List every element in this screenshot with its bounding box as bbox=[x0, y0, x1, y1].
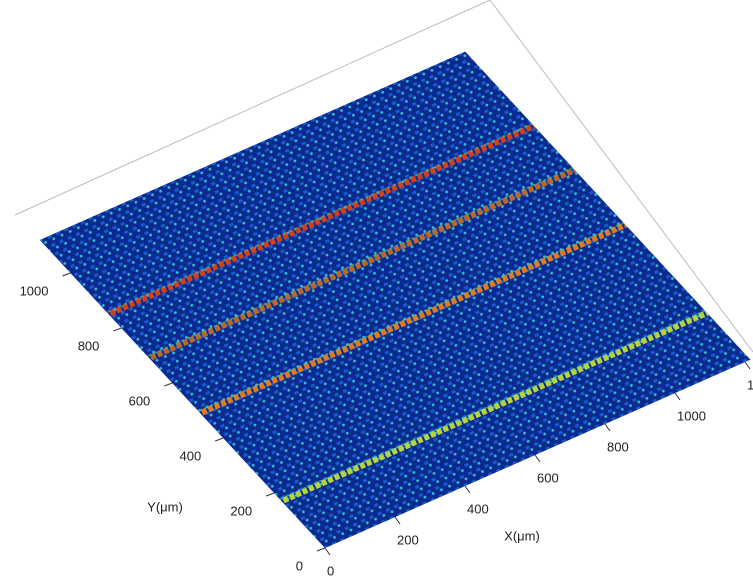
x-tick-label: 0 bbox=[327, 563, 334, 578]
y-tick bbox=[215, 437, 224, 442]
x-tick-label: 1200 bbox=[747, 377, 753, 392]
axis-box bbox=[14, 0, 753, 353]
x-tick-label: 600 bbox=[537, 470, 559, 485]
box-edge bbox=[14, 0, 753, 353]
y-tick bbox=[164, 382, 173, 387]
y-axis-label: Y(μm) bbox=[147, 499, 183, 514]
x-axis-label: X(μm) bbox=[504, 528, 540, 543]
y-tick-label: 600 bbox=[129, 393, 151, 408]
x-tick bbox=[324, 547, 331, 556]
y-tick-label: 400 bbox=[179, 448, 201, 463]
x-tick-label: 1000 bbox=[677, 408, 706, 423]
x-tick bbox=[744, 361, 751, 370]
y-tick bbox=[113, 327, 122, 332]
x-tick-label: 800 bbox=[607, 439, 629, 454]
y-tick bbox=[316, 547, 326, 552]
x-tick-label: 200 bbox=[397, 532, 419, 547]
x-tick bbox=[534, 454, 541, 463]
y-tick-label: 200 bbox=[230, 503, 252, 518]
x-tick bbox=[674, 392, 681, 401]
y-tick-label: 0 bbox=[296, 558, 303, 573]
y-tick bbox=[62, 272, 71, 277]
y-tick-label: 800 bbox=[78, 338, 100, 353]
x-tick bbox=[464, 485, 471, 494]
x-tick bbox=[604, 423, 611, 432]
x-tick bbox=[394, 516, 401, 525]
surface bbox=[39, 51, 751, 549]
x-tick-label: 400 bbox=[467, 501, 489, 516]
surface-texture bbox=[39, 51, 751, 549]
y-tick-label: 1000 bbox=[20, 283, 49, 298]
y-tick bbox=[265, 492, 275, 497]
